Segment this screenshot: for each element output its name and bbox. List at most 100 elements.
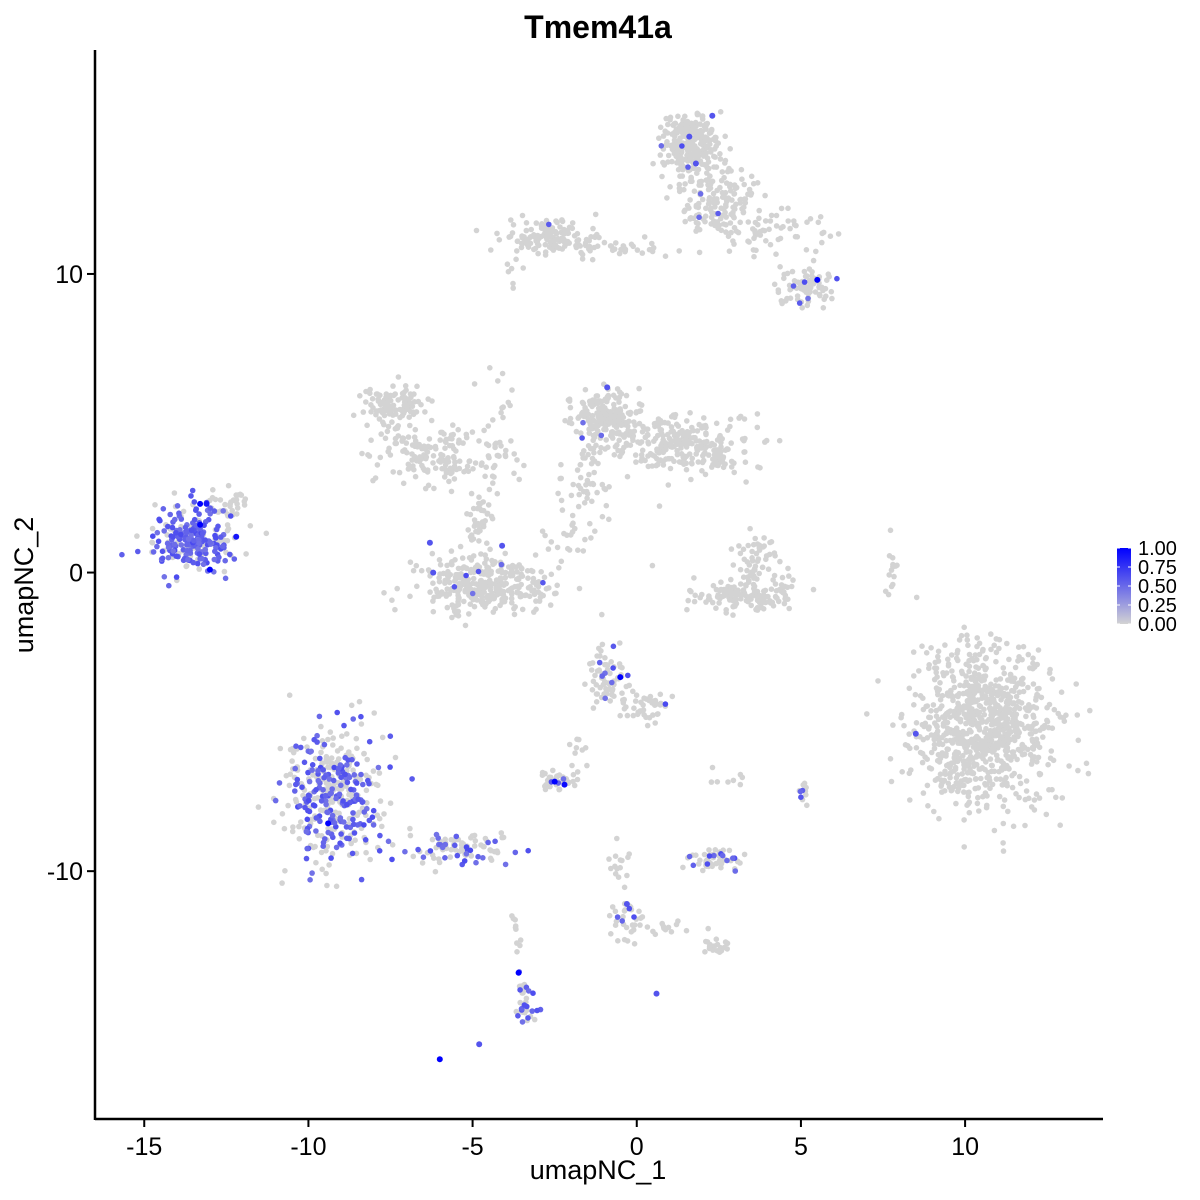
cell-point [1005,808,1011,815]
cell-point [1038,694,1045,701]
cell-point [134,533,140,539]
cell-point [431,855,437,861]
cell-point [323,848,329,854]
cell-point [392,391,399,397]
cell-point [1030,655,1036,661]
cell-point-expressed [202,537,208,543]
cell-point [761,227,768,234]
cell-point [623,419,629,426]
cell-point [668,929,675,935]
cell-point [571,233,578,239]
cell-point-expressed [315,777,322,784]
cell-point [542,786,549,793]
highlight-layer [119,112,919,1063]
cell-point [289,828,296,835]
cell-point [961,682,967,689]
cell-point-high [426,539,433,546]
cell-point [1019,656,1025,663]
cell-point [935,691,941,698]
cell-point [812,289,819,295]
cell-point [803,792,809,798]
cell-point [717,156,724,162]
cell-point [717,184,723,191]
cell-point [1047,666,1053,673]
cell-point [509,572,516,579]
cell-point [875,678,881,684]
cell-point [737,581,744,587]
cell-point-expressed [530,990,536,996]
cell-point [1000,840,1006,846]
cell-point [584,495,590,502]
cell-point [716,222,722,228]
cell-point [675,423,682,429]
cell-point [346,749,352,755]
cell-point [1033,736,1040,742]
cell-point [693,202,700,209]
cell-point [890,563,896,570]
cell-point [613,424,620,431]
cell-point-high [206,566,213,573]
cell-point [523,227,530,234]
cell-point-expressed [335,770,342,776]
cell-point [449,442,456,449]
cell-point [449,614,455,621]
cell-point [466,611,472,617]
cell-point-expressed [207,505,213,511]
cell-point [982,683,989,690]
cell-point [708,127,715,134]
cell-point [469,580,476,587]
cell-point [775,598,782,605]
cell-point [507,233,514,240]
cell-point-expressed [178,542,185,548]
cell-point [1029,757,1036,764]
cell-point [529,568,536,575]
cell-point-expressed [166,582,172,589]
cell-point-expressed [498,561,505,568]
cell-point [639,447,646,454]
cell-point [645,439,651,446]
cell-point [594,243,601,249]
cell-point-expressed [361,809,368,815]
cell-point [996,768,1002,775]
cell-point [864,711,870,717]
cell-point [461,598,467,605]
cell-point [607,670,613,677]
cell-point [597,449,603,456]
cell-point [710,190,717,197]
cell-point [1014,756,1020,763]
cell-point-expressed [196,540,202,547]
cell-point [578,430,584,436]
cell-point-expressed [801,279,808,285]
cell-point [429,550,436,557]
cell-point [694,225,701,231]
cell-point [630,688,636,695]
cell-point [232,497,239,504]
cell-point [1003,685,1009,691]
cell-point-expressed [360,781,366,788]
cell-point [432,868,439,875]
cell-point [939,703,945,709]
cell-point [1049,725,1056,731]
cell-point [966,668,972,675]
cell-point [476,505,483,512]
cell-point [393,440,400,447]
cell-point [317,807,324,813]
cell-point-expressed [473,859,479,866]
cell-point-expressed [519,1006,525,1012]
cell-point [650,160,656,167]
cell-point [943,730,950,737]
cell-point [508,217,514,223]
cell-point [374,812,381,818]
cell-point [392,407,399,413]
cell-point [724,940,730,947]
cell-point [606,516,612,523]
cell-point [609,430,615,436]
cell-point-expressed [301,759,308,766]
cell-point-high [617,674,624,681]
cell-point [949,668,955,674]
cell-point [500,414,506,421]
cell-point [665,152,672,159]
cell-point [368,409,374,415]
cell-point [983,725,989,732]
cell-point [646,697,652,704]
